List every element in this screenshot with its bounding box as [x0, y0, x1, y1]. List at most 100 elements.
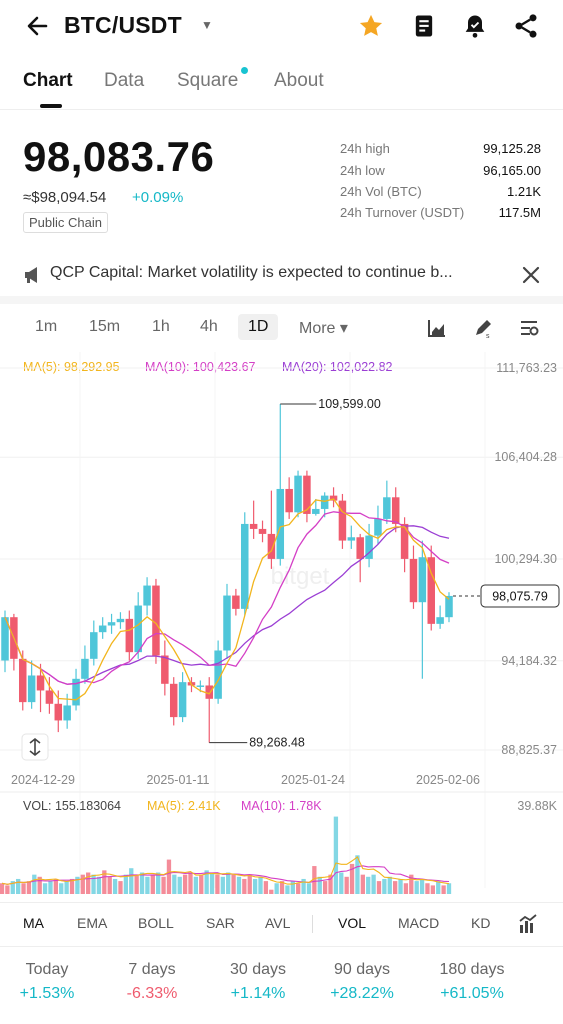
- candle-body: [294, 475, 302, 513]
- perf-value-90d: +28.22%: [330, 985, 394, 1002]
- volume-bar: [285, 885, 290, 894]
- volume-bar: [166, 859, 172, 894]
- indicator-avl[interactable]: AVL: [265, 915, 291, 931]
- timeframe-more[interactable]: More ▾: [299, 320, 348, 337]
- volume-bar: [403, 883, 409, 894]
- candle-body: [169, 683, 178, 718]
- indicator-ema[interactable]: EMA: [77, 915, 108, 931]
- public-chain-badge[interactable]: Public Chain: [23, 212, 108, 233]
- bell-icon[interactable]: [461, 12, 489, 40]
- perf-value-7d: -6.33%: [126, 985, 178, 1002]
- news-banner[interactable]: QCP Capital: Market volatility is expect…: [0, 252, 563, 296]
- volume-bar: [64, 881, 69, 894]
- settings-icon[interactable]: [518, 317, 540, 339]
- volume-bar: [177, 876, 182, 894]
- indicator-macd[interactable]: MACD: [398, 915, 440, 931]
- candle-body: [45, 690, 54, 704]
- indicator-ma[interactable]: MA: [23, 915, 44, 931]
- indicator-bar: MA EMA BOLL SAR AVL VOL MACD KD: [0, 902, 563, 942]
- x-tick-label: 2025-01-24: [281, 773, 345, 787]
- candle-body: [418, 557, 427, 603]
- volume-bar: [242, 878, 247, 894]
- candle-body: [400, 523, 409, 559]
- candle-body: [374, 518, 382, 536]
- candle-body: [223, 595, 231, 651]
- volume-bar: [414, 881, 419, 894]
- last-price-label: 98,075.79: [492, 589, 548, 603]
- indicator-kd[interactable]: KD: [471, 915, 491, 931]
- volume-bar: [425, 883, 430, 894]
- news-text[interactable]: QCP Capital: Market volatility is expect…: [50, 264, 453, 281]
- volume-bar: [252, 878, 258, 894]
- pair-title[interactable]: BTC/USDT: [64, 12, 182, 38]
- candle-body: [347, 537, 356, 541]
- volume-bar: [430, 885, 435, 894]
- timeframe-15m[interactable]: 15m: [89, 318, 121, 335]
- volume-bar: [446, 883, 452, 894]
- volume-bar: [80, 874, 85, 894]
- candle-body: [312, 508, 320, 514]
- chevron-down-icon[interactable]: ▼: [201, 18, 213, 32]
- candle-body: [54, 703, 63, 721]
- tab-chart[interactable]: Chart: [23, 70, 73, 91]
- indicator-boll[interactable]: BOLL: [138, 915, 174, 931]
- indicator-sar[interactable]: SAR: [206, 915, 235, 931]
- share-icon[interactable]: [512, 12, 540, 40]
- volume-max-label: 39.88K: [517, 799, 557, 813]
- tab-about[interactable]: About: [274, 70, 324, 91]
- drawing-tool-icon[interactable]: s: [472, 317, 494, 340]
- timeframe-4h[interactable]: 4h: [200, 318, 218, 335]
- tab-data[interactable]: Data: [104, 70, 145, 91]
- volume-bar: [398, 878, 403, 894]
- back-arrow-icon[interactable]: [24, 12, 52, 40]
- volume-bar: [344, 876, 349, 894]
- candle-body: [303, 475, 311, 514]
- indicator-vol[interactable]: VOL: [338, 915, 367, 931]
- volume-bar: [355, 855, 360, 894]
- stat-value-high: 99,125.28: [483, 141, 541, 156]
- top-bar: BTC/USDT ▼: [0, 0, 563, 52]
- volume-ma10-legend: MA(10): 1.78K: [241, 799, 322, 813]
- volume-bar: [69, 878, 75, 894]
- candlestick-chart[interactable]: 111,763.23 106,404.28 100,294.30 94,184.32 8…: [0, 352, 563, 900]
- volume-bar: [441, 885, 446, 894]
- stat-label-low: 24h low: [340, 163, 385, 178]
- clipboard-icon[interactable]: [410, 12, 438, 40]
- perf-value-30d: +1.14%: [230, 985, 286, 1002]
- indicator-settings-icon[interactable]: [517, 913, 539, 935]
- tab-square[interactable]: Square: [177, 70, 239, 91]
- volume-bar: [123, 874, 129, 894]
- y-tick-label: 88,825.37: [501, 743, 557, 757]
- indicator-divider: [312, 915, 313, 933]
- ma10-legend: MA(10): 100,423.67: [145, 360, 256, 374]
- perf-label-30d: 30 days: [229, 961, 287, 978]
- chart-type-icon[interactable]: [426, 317, 448, 339]
- volume-bar: [10, 881, 15, 894]
- volume-bar: [21, 883, 26, 894]
- notification-dot: [241, 67, 248, 74]
- main-tabs: Chart Data Square About: [0, 66, 563, 110]
- stat-label-vol: 24h Vol (BTC): [340, 184, 422, 199]
- volume-bar: [134, 874, 139, 894]
- candle-body: [232, 595, 240, 609]
- volume-bar: [296, 883, 301, 894]
- stat-value-vol: 1.21K: [507, 184, 541, 199]
- volume-bar: [150, 874, 155, 894]
- price-change: +0.09%: [132, 189, 184, 206]
- perf-label-today: Today: [25, 961, 69, 978]
- svg-text:s: s: [486, 333, 490, 339]
- close-icon[interactable]: [520, 264, 542, 286]
- timeframe-1d[interactable]: 1D: [238, 314, 279, 340]
- candle-body: [241, 523, 249, 609]
- timeframe-1m[interactable]: 1m: [35, 318, 58, 335]
- star-icon[interactable]: [357, 12, 385, 40]
- vertical-arrows-icon: [29, 737, 41, 757]
- volume-bar: [86, 872, 91, 894]
- volume-bar: [53, 878, 59, 894]
- volume-bar: [349, 863, 355, 894]
- y-tick-label: 100,294.30: [494, 552, 557, 566]
- volume-bar: [371, 874, 376, 894]
- megaphone-icon: [23, 265, 45, 285]
- timeframe-1h[interactable]: 1h: [152, 318, 170, 335]
- stat-label-high: 24h high: [340, 141, 390, 156]
